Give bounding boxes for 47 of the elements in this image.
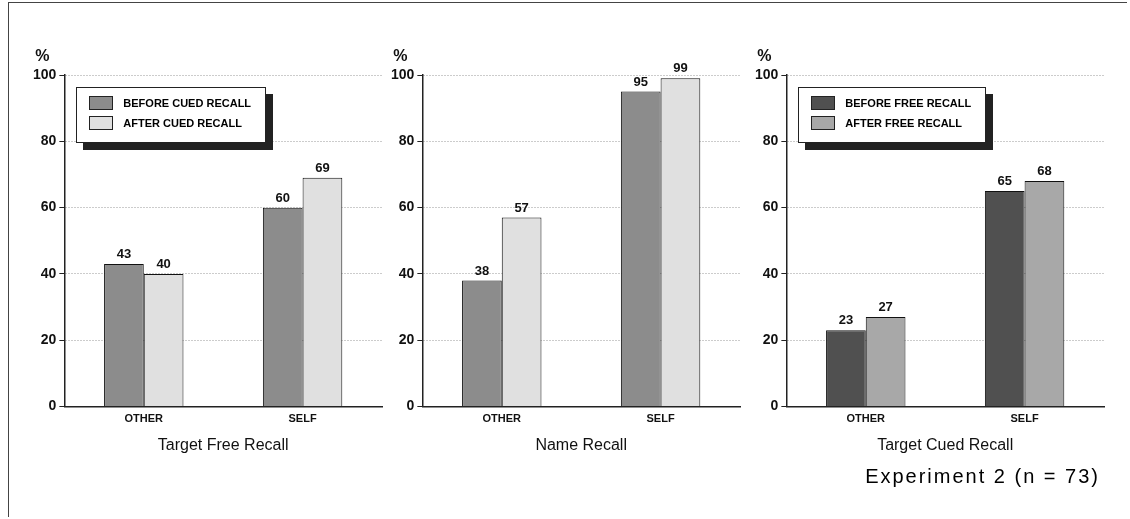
x-axis-title: Target Cued Recall bbox=[877, 435, 1014, 453]
y-tick-label: 20 bbox=[398, 331, 415, 348]
y-tick-label: 60 bbox=[398, 198, 415, 215]
y-axis-title: % bbox=[35, 47, 50, 65]
y-tick-label: 80 bbox=[762, 132, 779, 149]
x-tick-label: OTHER bbox=[482, 412, 522, 425]
data-label: 69 bbox=[315, 159, 330, 175]
data-label: 95 bbox=[633, 73, 648, 89]
y-tick-label: 40 bbox=[40, 264, 57, 281]
x-tick-label: SELF bbox=[646, 412, 675, 425]
x-tick-label: OTHER bbox=[124, 412, 164, 425]
text: Experiment 2 (n = 73) bbox=[865, 464, 1100, 488]
y-axis-title: % bbox=[757, 47, 772, 65]
data-label: 23 bbox=[838, 312, 854, 328]
y-tick-label: 0 bbox=[406, 397, 415, 414]
y-tick-label: 0 bbox=[48, 397, 57, 414]
data-label: 40 bbox=[156, 256, 171, 272]
y-tick-label: 60 bbox=[762, 198, 779, 215]
y-tick-label: 100 bbox=[755, 65, 779, 82]
y-tick-label: 100 bbox=[391, 65, 415, 82]
y-tick-label: 80 bbox=[398, 132, 415, 149]
x-axis-title: Target Free Recall bbox=[157, 435, 289, 453]
y-tick-label: 100 bbox=[33, 65, 57, 82]
legend-label: AFTER CUED RECALL bbox=[123, 117, 242, 129]
legend-label: BEFORE FREE RECALL bbox=[845, 97, 972, 109]
data-label: 65 bbox=[997, 173, 1012, 189]
data-label: 57 bbox=[514, 199, 529, 215]
y-tick-label: 40 bbox=[762, 264, 779, 281]
y-tick-label: 20 bbox=[40, 331, 57, 348]
y-tick-label: 20 bbox=[762, 331, 779, 348]
x-tick-label: OTHER bbox=[846, 412, 886, 425]
data-label: 99 bbox=[673, 60, 688, 76]
data-label: 43 bbox=[116, 246, 132, 262]
x-axis-title: Name Recall bbox=[535, 435, 627, 453]
data-label: 27 bbox=[878, 299, 893, 315]
x-tick-label: SELF bbox=[1010, 412, 1039, 425]
data-label: 38 bbox=[474, 262, 490, 278]
legend-label: AFTER FREE RECALL bbox=[845, 117, 963, 129]
y-tick-label: 80 bbox=[40, 132, 57, 149]
x-tick-label: SELF bbox=[288, 412, 317, 425]
data-label: 68 bbox=[1037, 163, 1052, 179]
data-label: 60 bbox=[275, 189, 290, 205]
y-axis-title: % bbox=[393, 47, 408, 65]
legend-label: BEFORE CUED RECALL bbox=[123, 97, 252, 109]
y-tick-label: 0 bbox=[770, 397, 779, 414]
y-tick-label: 40 bbox=[398, 264, 415, 281]
y-tick-label: 60 bbox=[40, 198, 57, 215]
